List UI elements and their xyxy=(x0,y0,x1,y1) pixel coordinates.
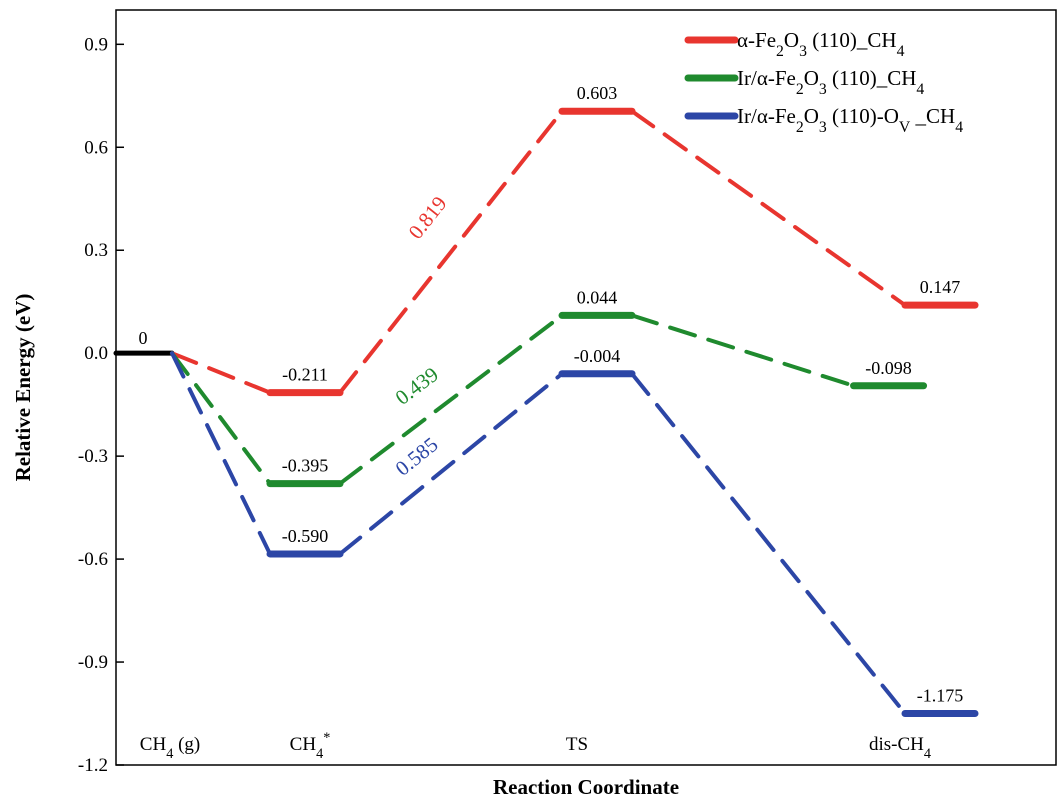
plot-frame xyxy=(115,9,1057,766)
legend: α-Fe2O3 (110)_CH4 Ir/α-Fe2O3 (110)_CH4 Ir/… xyxy=(684,28,963,136)
barrier-label: 0.819 xyxy=(403,192,451,244)
series-0 xyxy=(170,107,979,397)
category-label: CH4 (g) xyxy=(140,734,200,762)
y-tick-label: 0.6 xyxy=(84,137,108,158)
value-label: -0.211 xyxy=(282,365,328,385)
legend-entry: α-Fe2O3 (110)_CH4 xyxy=(737,28,905,60)
value-label: 0.603 xyxy=(577,83,618,103)
connector-line xyxy=(338,371,564,556)
connector-line xyxy=(170,351,272,395)
barrier-label: 0.439 xyxy=(391,362,443,410)
category-label: dis-CH4 xyxy=(869,734,931,762)
connector-line xyxy=(170,351,272,556)
legend-entry: Ir/α-Fe2O3 (110)_CH4 xyxy=(737,66,924,98)
y-tick-label: -0.9 xyxy=(78,652,108,673)
y-tick-label: 0.9 xyxy=(84,34,108,55)
category-label: TS xyxy=(566,734,588,755)
connector-line xyxy=(338,313,564,486)
axes: 0.9 0.6 0.3 0.0 -0.3 -0.6 -0.9 -1.2 Relative Ene… xyxy=(11,9,1057,799)
barrier-label: 0.585 xyxy=(391,432,443,480)
y-tick-label: 0.0 xyxy=(84,343,108,364)
value-label: 0.147 xyxy=(920,277,961,297)
value-label: -0.395 xyxy=(282,456,329,476)
connector-line xyxy=(630,371,907,716)
value-labels: 0 -0.211 0.603 0.147 0.819 -0.395 0.044 -0.098 0… xyxy=(139,83,964,705)
legend-entry: Ir/α-Fe2O3 (110)-OV _CH4 xyxy=(737,104,963,136)
reaction-paths xyxy=(113,107,979,718)
connector-line xyxy=(170,351,272,486)
series-2 xyxy=(170,351,979,718)
connector-line xyxy=(630,313,856,388)
y-tick-label: 0.3 xyxy=(84,240,108,261)
x-axis-title: Reaction Coordinate xyxy=(493,775,679,799)
connector-line xyxy=(338,109,564,395)
series-1 xyxy=(170,311,928,488)
y-tick-label: -1.2 xyxy=(78,755,108,776)
y-tick-label: -0.3 xyxy=(78,446,108,467)
value-label: -1.175 xyxy=(917,686,964,706)
value-label: -0.590 xyxy=(282,526,329,546)
category-label: CH4* xyxy=(290,730,331,762)
value-label: -0.004 xyxy=(574,346,621,366)
y-axis-title: Relative Energy (eV) xyxy=(11,294,35,482)
value-label: 0.044 xyxy=(577,287,618,307)
value-label: -0.098 xyxy=(865,358,912,378)
connector-line xyxy=(630,109,907,308)
value-label-start: 0 xyxy=(139,328,148,348)
y-tick-label: -0.6 xyxy=(78,549,108,570)
